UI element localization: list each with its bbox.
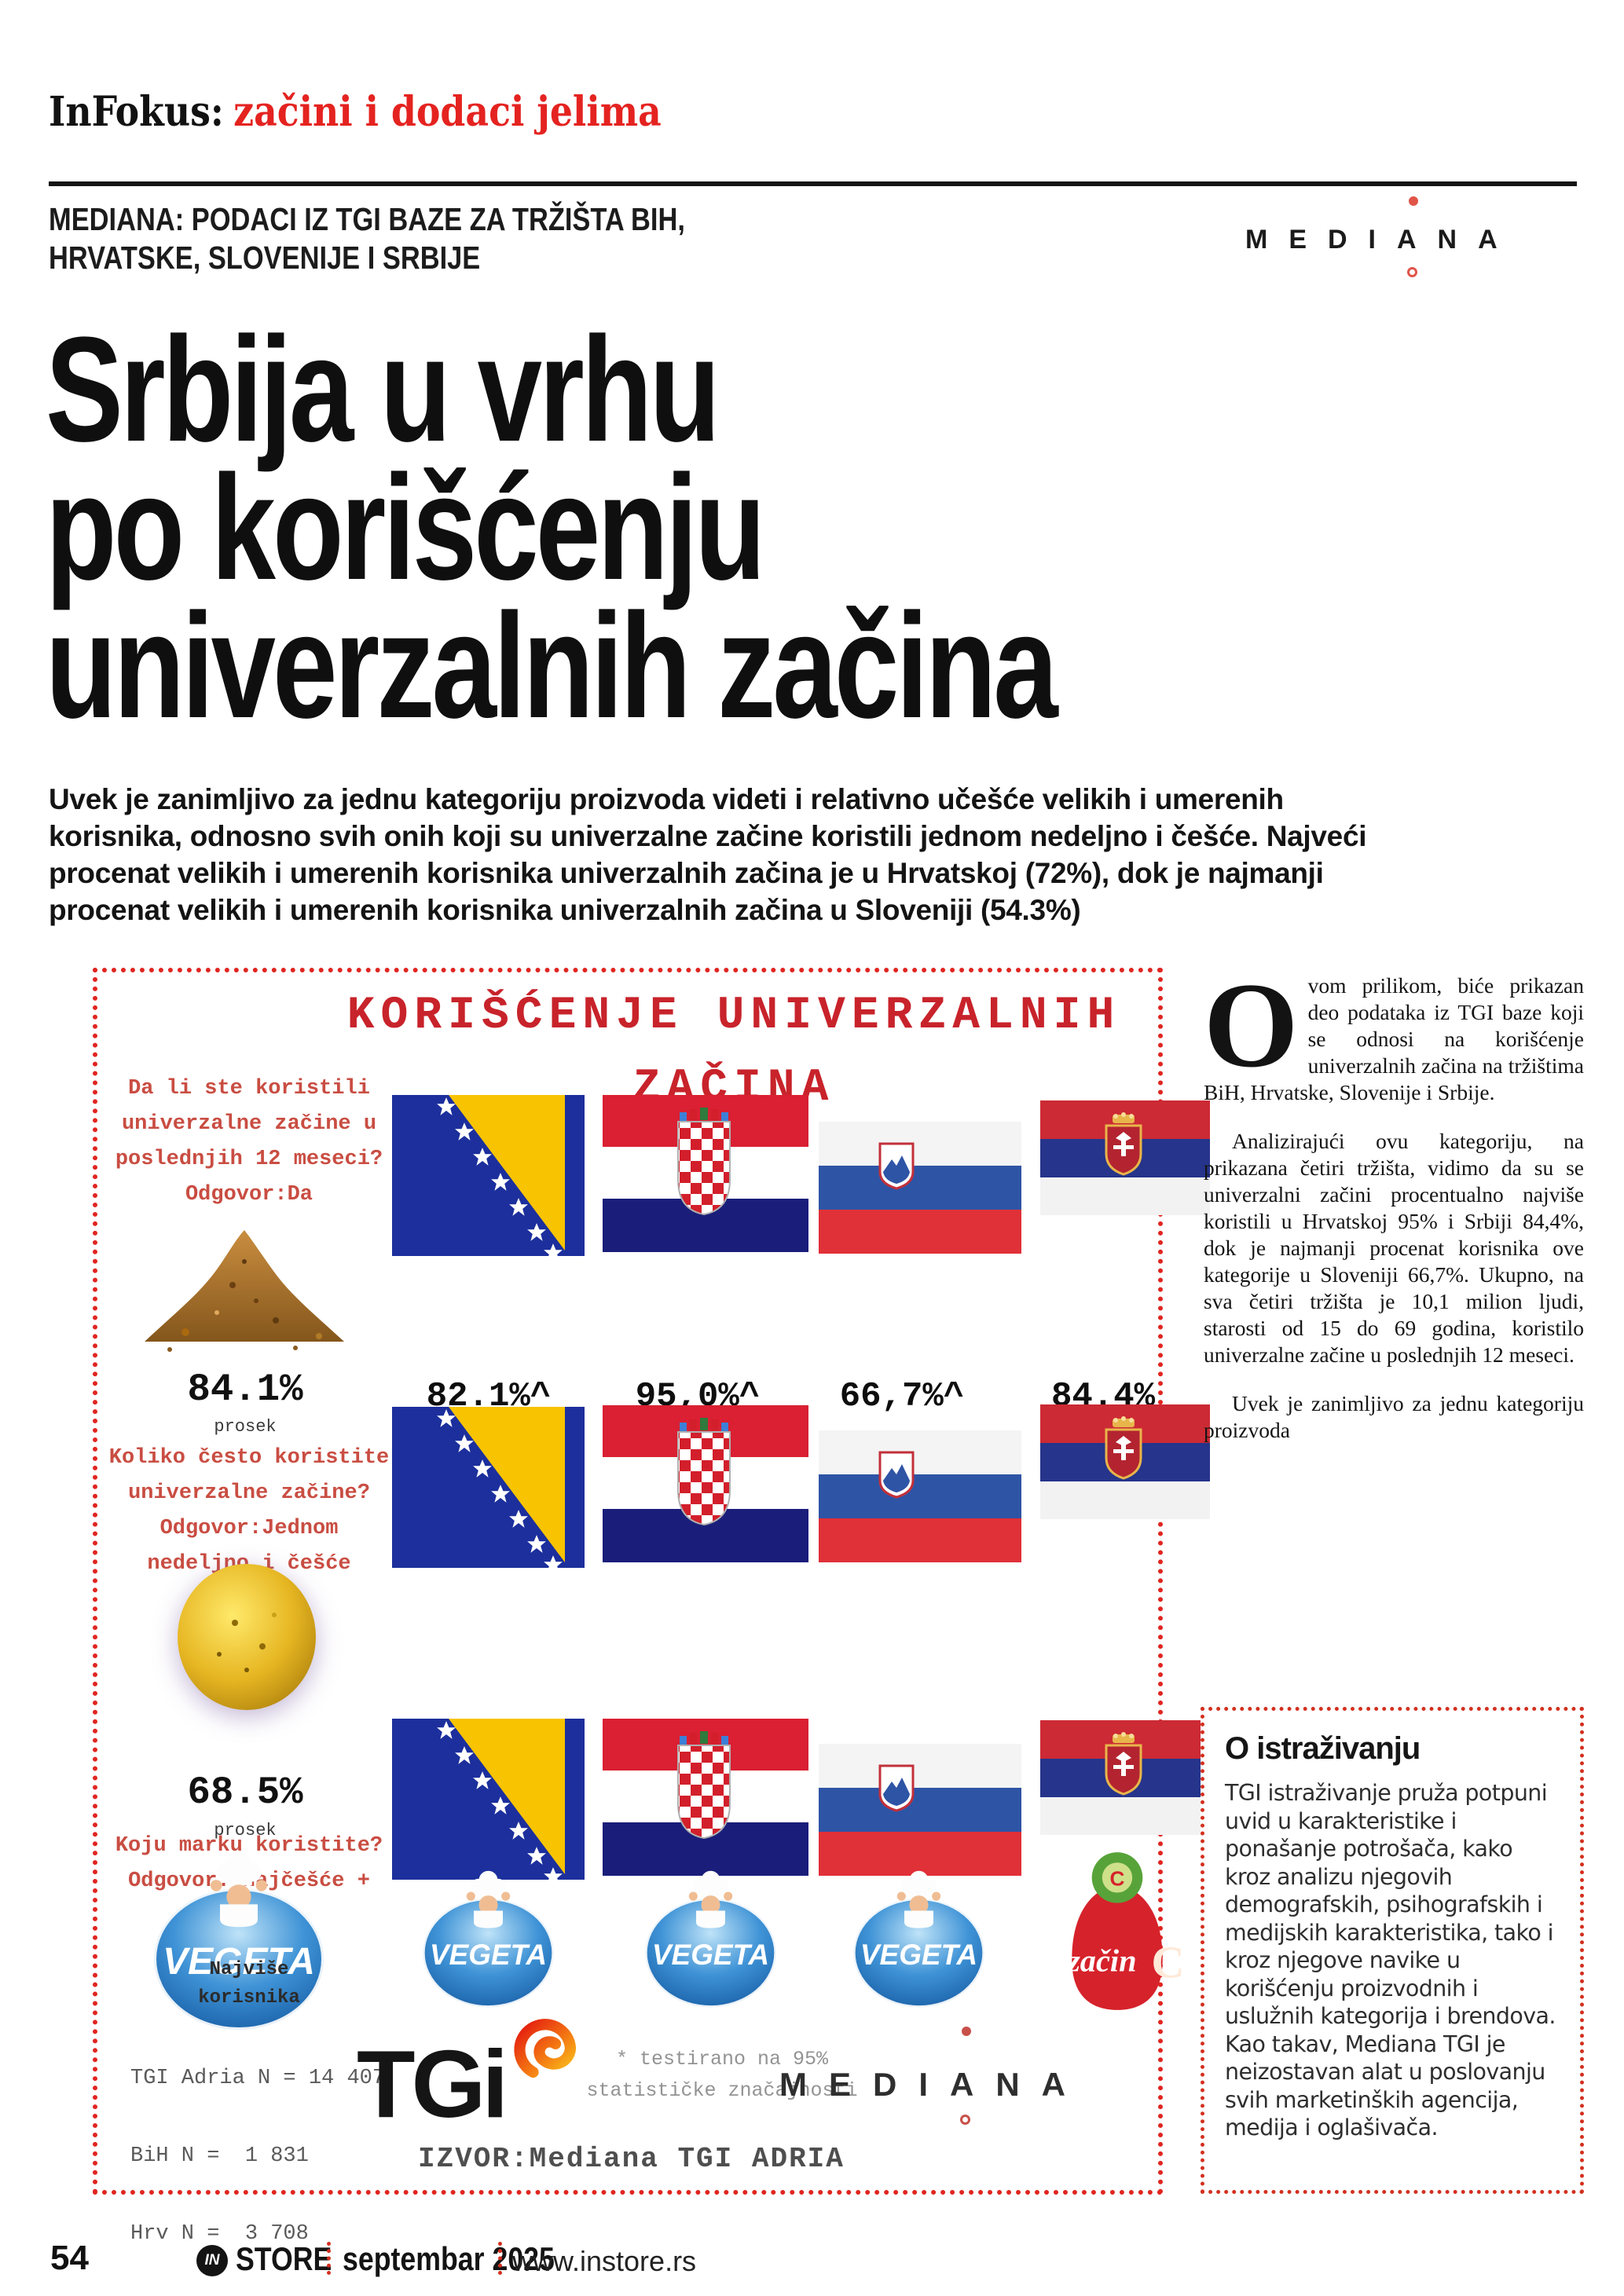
flag-croatia-icon — [603, 1095, 808, 1252]
sample-line: TGI Adria N = 14 407 — [130, 2067, 386, 2090]
infographic-box: KORIŠĆENJE UNIVERZALNIH ZAČINA Da li ste… — [93, 968, 1210, 2246]
subheader-line: MEDIANA: PODACI IZ TGI BAZE ZA TRŽIŠTA B… — [49, 201, 685, 237]
vegeta-logo-icon — [416, 1858, 561, 2011]
instore-circle-icon: IN — [196, 2245, 228, 2276]
lead-line: procenat velikih i umerenih korisnika un… — [49, 857, 1324, 889]
lead-line: Uvek je zanimljivo za jednu kategoriju p… — [49, 783, 1284, 815]
footer-divider — [498, 2242, 502, 2275]
flag-bosnia-icon — [392, 1407, 585, 1568]
value-q1-slo: 66,7%^ — [839, 1377, 965, 1416]
lead-line: procenat velikih i umerenih korisnika un… — [49, 894, 1081, 926]
spice-ball-image — [178, 1564, 316, 1710]
mediana-logo-red-ring-icon — [1407, 267, 1417, 277]
about-research-box: O istraživanju TGI istraživanje pruža po… — [1201, 1707, 1584, 2194]
flag-serbia-icon — [1040, 1100, 1210, 1215]
source-line: IZVOR:Mediana TGI ADRIA — [418, 2143, 845, 2175]
subheader-line: HRVATSKE, SLOVENIJE I SRBIJE — [49, 240, 481, 276]
kicker-black: InFokus: — [49, 88, 224, 136]
about-box-body: TGI istraživanje pruža potpuni uvid u ka… — [1225, 1780, 1556, 2140]
sample-line: BiH N = 1 831 — [130, 2144, 309, 2168]
mediana-logo-text: MEDIANA — [779, 2066, 1087, 2103]
headline-line: univerzalnih začina — [46, 583, 1058, 749]
about-box-title: O istraživanju — [1225, 1731, 1421, 1766]
average-value-1: 84.1% — [187, 1368, 303, 1412]
question-2: Koliko često koristite univerzalne začin… — [108, 1446, 390, 1576]
brand-note-line: Najviše — [209, 1959, 289, 1980]
page-title: Srbija u vrhu po korišćenju univerzalnih… — [46, 306, 1340, 749]
subheader: MEDIANA: PODACI IZ TGI BAZE ZA TRŽIŠTA B… — [49, 200, 685, 277]
tgi-swirl-icon — [514, 2019, 577, 2078]
significance-note: * testirano na 95% statističke značajnos… — [586, 2048, 858, 2102]
footer-divider — [327, 2242, 331, 2275]
footer-brand: STORE — [236, 2240, 332, 2277]
page-number: 54 — [50, 2239, 89, 2277]
footer-date: septembar 2025 — [343, 2240, 555, 2277]
flag-croatia-icon — [603, 1719, 808, 1876]
mediana-logo: MEDIANA — [779, 2027, 1157, 2125]
flag-bosnia-icon — [392, 1095, 585, 1256]
mediana-logo-text: MEDIANA — [1245, 225, 1519, 255]
headline-line: Srbija u vrhu — [46, 306, 720, 473]
zacin-c-logo-icon — [1066, 1852, 1185, 2010]
kicker-red: začini i dodaci jelima — [233, 88, 662, 136]
tgi-logo: TGi — [357, 2019, 616, 2166]
sample-line: Hrv N = 3 708 — [130, 2222, 309, 2246]
footer-site-link[interactable]: www.instore.rs — [512, 2245, 697, 2277]
header-divider — [49, 181, 1577, 186]
vegeta-logo-icon — [638, 1858, 783, 2011]
spice-pile-image — [145, 1230, 344, 1352]
flag-serbia-icon — [1040, 1404, 1210, 1519]
average-label-2: prosek — [214, 1821, 277, 1840]
flag-croatia-icon — [603, 1405, 808, 1562]
flag-bosnia-icon — [392, 1719, 585, 1880]
sample-sizes: TGI Adria N = 14 407 BiH N = 1 831 Hrv N… — [130, 2014, 385, 2296]
lead-line: korisnika, odnosno svih onih koji su uni… — [49, 820, 1367, 852]
flag-slovenia-icon — [819, 1430, 1021, 1562]
mediana-logo: MEDIANA — [1245, 196, 1583, 277]
brand-note-line: korisnika — [198, 1987, 300, 2009]
section-kicker: InFokus: začini i dodaci jelima — [49, 88, 662, 136]
mediana-logo-red-ring-icon — [960, 2115, 970, 2125]
lead-paragraph: Uvek je zanimljivo za jednu kategoriju p… — [49, 781, 1608, 928]
flag-serbia-icon — [1040, 1720, 1210, 1835]
average-label-1: prosek — [214, 1417, 277, 1437]
mediana-logo-red-dot-icon — [1409, 196, 1418, 206]
article-paragraph: Analizirajući ovu kategoriju, na prikaza… — [1204, 1129, 1584, 1367]
headline-line: po korišćenju — [46, 445, 766, 611]
vegeta-logo-icon — [846, 1858, 992, 2011]
question-1: Da li ste koristili univerzalne začine u… — [115, 1077, 383, 1207]
flag-slovenia-icon — [819, 1122, 1021, 1254]
mediana-logo-red-dot-icon — [962, 2027, 971, 2036]
average-value-2: 68.5% — [187, 1771, 303, 1814]
infographic-title: KORIŠĆENJE UNIVERZALNIH ZAČINA — [346, 991, 1121, 1114]
article-paragraph: Uvek je zanimljivo za jednu kategoriju p… — [1204, 1391, 1584, 1442]
flag-slovenia-icon — [819, 1744, 1021, 1876]
drop-cap: O — [1204, 958, 1299, 1093]
tgi-logo-text: TGi — [357, 2031, 508, 2137]
